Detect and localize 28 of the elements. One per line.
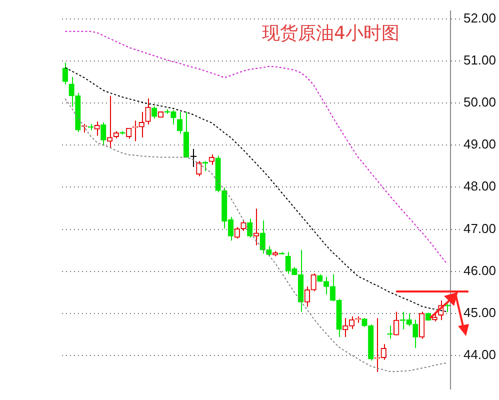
candlestick <box>62 62 68 85</box>
candlestick <box>208 154 214 166</box>
candlestick <box>94 121 100 136</box>
y-tick-label: 47.00 <box>463 220 496 236</box>
y-tick-label: 44.00 <box>463 347 496 362</box>
candlestick <box>253 208 260 246</box>
candlestick <box>183 111 190 158</box>
candlestick <box>247 218 253 238</box>
candlestick <box>394 311 400 336</box>
candlestick <box>323 276 330 295</box>
y-tick-label: 49.00 <box>463 136 496 152</box>
candlestick <box>106 95 113 149</box>
y-tick-label: 46.00 <box>463 262 496 278</box>
candlestick <box>145 98 151 125</box>
candlestick <box>387 325 393 340</box>
y-tick-label: 51.00 <box>463 52 496 68</box>
y-tick-label: 48.00 <box>463 178 496 194</box>
y-tick-label: 52.00 <box>463 10 496 26</box>
line-series <box>64 98 448 372</box>
y-tick-label: 50.00 <box>463 94 496 110</box>
y-tick-label: 45.00 <box>463 305 496 320</box>
candlestick <box>176 111 183 134</box>
candlestick <box>100 122 106 146</box>
candlestick <box>126 128 132 140</box>
text: 现货原油4小时图 <box>262 22 400 45</box>
candlestick <box>196 160 202 177</box>
candlestick <box>190 148 197 168</box>
candlestick <box>418 311 425 340</box>
